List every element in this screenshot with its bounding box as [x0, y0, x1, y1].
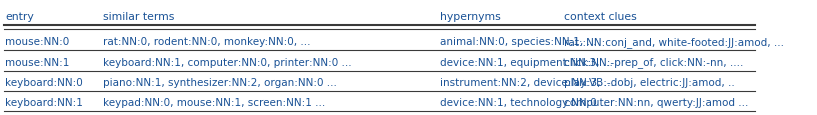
- Text: device:NN:1, technology:NN:0 ...: device:NN:1, technology:NN:0 ...: [440, 97, 609, 107]
- Text: keyboard:NN:0: keyboard:NN:0: [5, 77, 83, 87]
- Text: device:NN:1, equipment:NN:3, ...: device:NN:1, equipment:NN:3, ...: [440, 57, 613, 67]
- Text: computer:NN:nn, qwerty:JJ:amod ...: computer:NN:nn, qwerty:JJ:amod ...: [565, 97, 748, 107]
- Text: hypernyms: hypernyms: [440, 12, 501, 22]
- Text: play:VB:-dobj, electric:JJ:amod, ..: play:VB:-dobj, electric:JJ:amod, ..: [565, 77, 735, 87]
- Text: mouse:NN:0: mouse:NN:0: [5, 37, 69, 47]
- Text: keyboard:NN:1, computer:NN:0, printer:NN:0 ...: keyboard:NN:1, computer:NN:0, printer:NN…: [104, 57, 352, 67]
- Text: rat:NN:0, rodent:NN:0, monkey:NN:0, ...: rat:NN:0, rodent:NN:0, monkey:NN:0, ...: [104, 37, 311, 47]
- Text: keyboard:NN:1: keyboard:NN:1: [5, 97, 83, 107]
- Text: context clues: context clues: [565, 12, 637, 22]
- Text: animal:NN:0, species:NN:1, ...: animal:NN:0, species:NN:1, ...: [440, 37, 596, 47]
- Text: instrument:NN:2, device:NN:3, ...: instrument:NN:2, device:NN:3, ...: [440, 77, 614, 87]
- Text: keypad:NN:0, mouse:NN:1, screen:NN:1 ...: keypad:NN:0, mouse:NN:1, screen:NN:1 ...: [104, 97, 326, 107]
- Text: entry: entry: [5, 12, 34, 22]
- Text: rat::NN:conj_and, white-footed:JJ:amod, ...: rat::NN:conj_and, white-footed:JJ:amod, …: [565, 36, 784, 47]
- Text: click:NN:-prep_of, click:NN:-nn, ....: click:NN:-prep_of, click:NN:-nn, ....: [565, 57, 743, 67]
- Text: piano:NN:1, synthesizer:NN:2, organ:NN:0 ...: piano:NN:1, synthesizer:NN:2, organ:NN:0…: [104, 77, 337, 87]
- Text: similar terms: similar terms: [104, 12, 175, 22]
- Text: mouse:NN:1: mouse:NN:1: [5, 57, 69, 67]
